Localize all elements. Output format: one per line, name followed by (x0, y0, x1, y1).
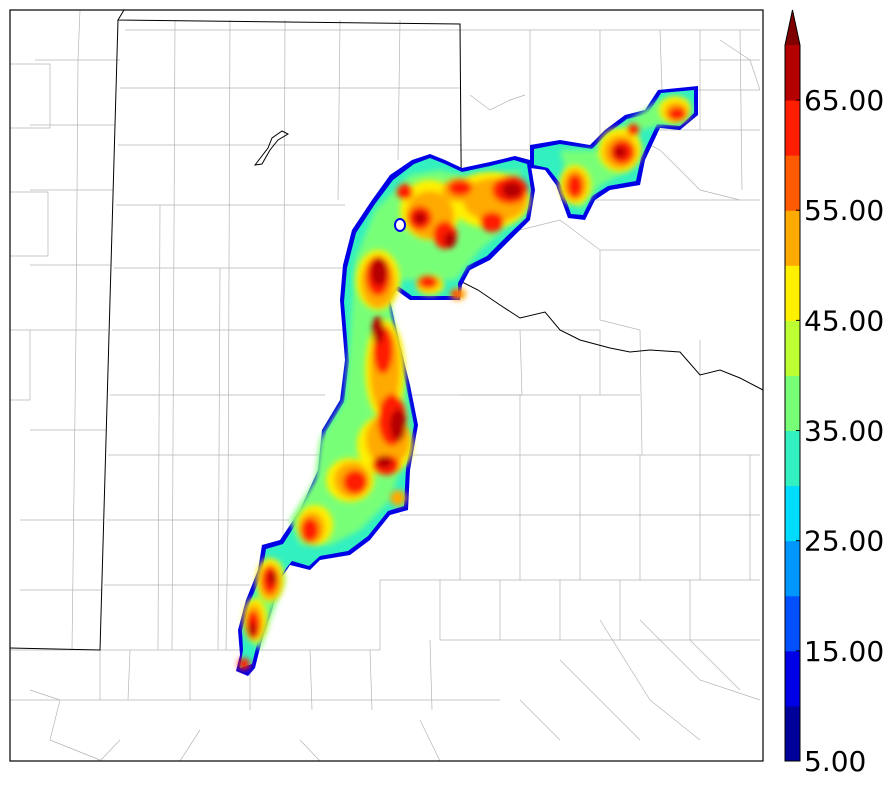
echo-hole (394, 218, 406, 232)
colorbar: 5.00 15.00 25.00 35.00 45.00 55.00 65.00 (784, 9, 884, 778)
colorbar-segment (785, 705, 800, 762)
county-lines (10, 10, 761, 761)
map-panel (10, 10, 763, 761)
colorbar-segment (785, 100, 800, 156)
colorbar-segment (785, 210, 800, 266)
colorbar-tick-label: 15.00 (804, 635, 884, 668)
colorbar-segment (785, 375, 800, 432)
state-lines (10, 10, 763, 651)
colorbar-segment (785, 265, 800, 321)
colorbar-segment (785, 595, 800, 652)
colorbar-extend-arrow (785, 10, 800, 45)
colorbar-segment (785, 430, 800, 487)
colorbar-tick-label: 5.00 (804, 745, 866, 778)
reflectivity-field (236, 86, 698, 676)
colorbar-tick-label: 65.00 (804, 84, 884, 117)
colorbar-segment (785, 155, 800, 211)
colorbar-segment (785, 540, 800, 597)
map-frame (9, 9, 764, 762)
colorbar-tick-label: 55.00 (804, 194, 884, 227)
colorbar-tick-label: 45.00 (804, 304, 884, 337)
colorbar-segment (785, 650, 800, 707)
colorbar-tick-label: 35.00 (804, 415, 884, 448)
colorbar-segment (785, 45, 800, 101)
colorbar-segment (785, 485, 800, 542)
colorbar-segment (785, 320, 800, 376)
colorbar-tick-label: 25.00 (804, 525, 884, 558)
